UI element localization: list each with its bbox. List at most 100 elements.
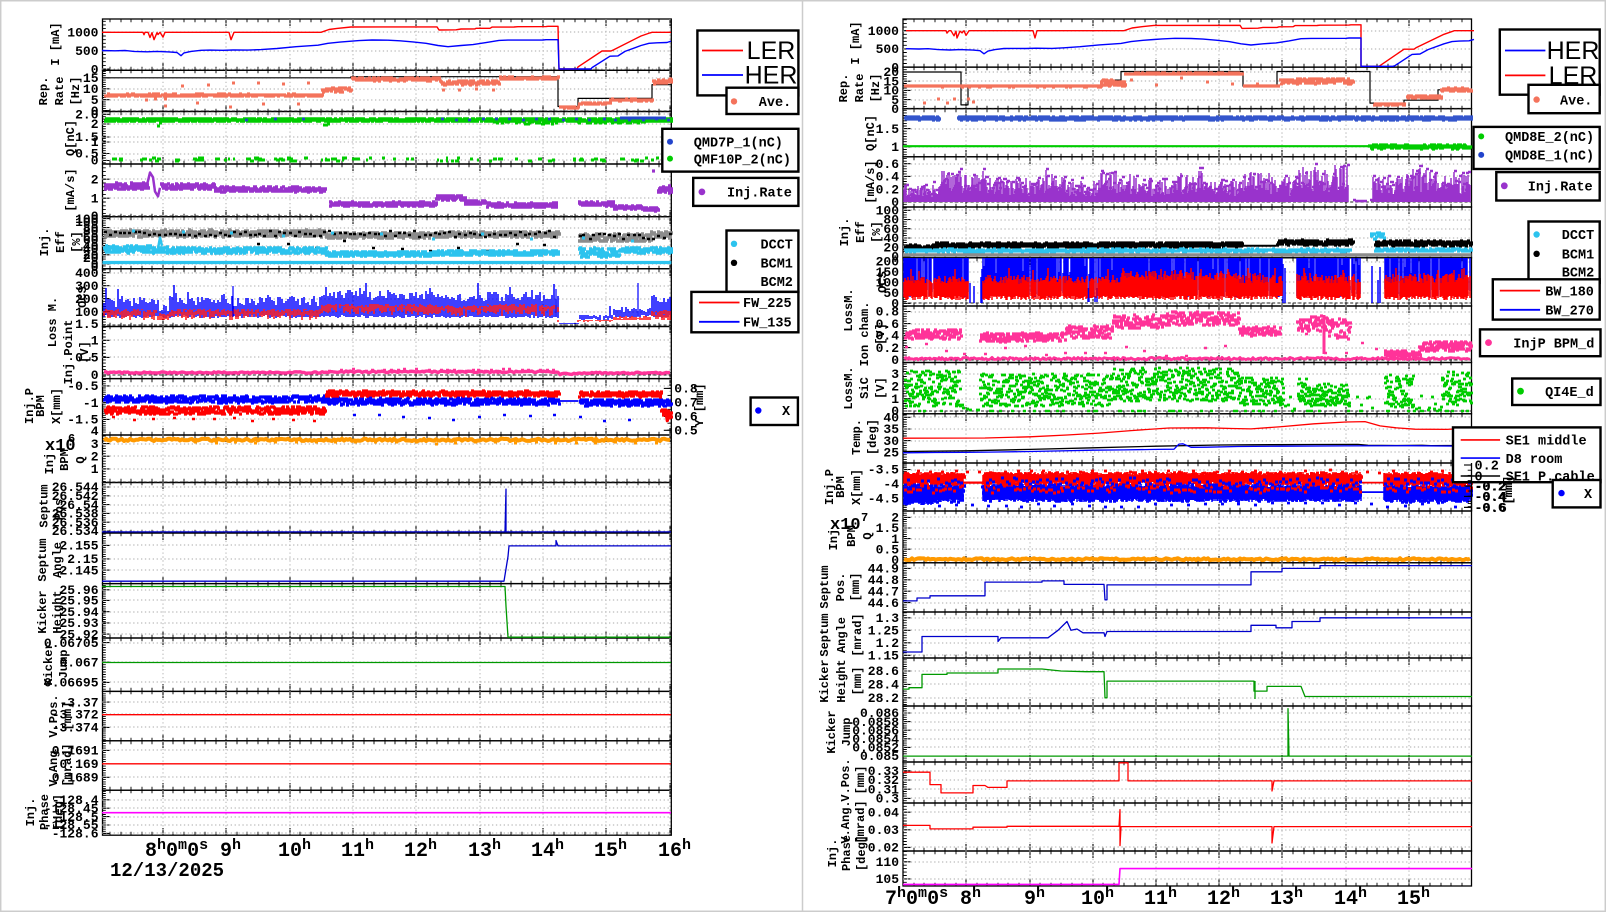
svg-text:1.5: 1.5 [876,521,900,536]
svg-text:0.8: 0.8 [674,382,698,397]
svg-text:1.2: 1.2 [876,636,900,651]
svg-text:BCM2: BCM2 [761,276,793,291]
svg-text:BPM: BPM [34,395,48,417]
svg-text:1.5: 1.5 [75,317,99,332]
svg-text:BPM: BPM [58,449,72,471]
svg-text:-3.374: -3.374 [52,721,99,736]
svg-text:0.5: 0.5 [75,147,99,162]
svg-text:-1.5: -1.5 [67,413,98,428]
svg-text:0.1689: 0.1689 [52,771,99,786]
svg-text:[Hz]: [Hz] [69,77,83,106]
svg-text:-128.55: -128.55 [44,818,99,833]
svg-text:26.538: 26.538 [52,507,99,522]
svg-text:Inj.Rate: Inj.Rate [1528,181,1593,196]
svg-text:7: 7 [861,511,868,525]
svg-text:Angle: Angle [835,617,849,653]
svg-text:28.2: 28.2 [868,691,899,706]
svg-text:-0.2: -0.2 [1475,481,1507,496]
svg-text:0.4: 0.4 [876,329,900,344]
svg-text:-4: -4 [883,477,899,492]
svg-text:8h0m0s: 8h0m0s [145,837,208,863]
svg-text:105: 105 [876,872,900,887]
svg-text:1.5: 1.5 [876,122,900,137]
svg-text:2.155: 2.155 [59,539,98,554]
svg-text:-128.4: -128.4 [52,793,99,808]
svg-text:25.96: 25.96 [59,583,98,598]
svg-text:Septum: Septum [36,538,50,581]
svg-text:0.0852: 0.0852 [852,741,899,756]
svg-text:HER: HER [1547,37,1600,65]
svg-text:0.6: 0.6 [876,317,900,332]
svg-text:0.4: 0.4 [876,170,900,185]
svg-text:1.15: 1.15 [868,649,899,664]
svg-text:44.9: 44.9 [868,562,899,577]
svg-text:I [mA]: I [mA] [49,22,63,65]
svg-text:15h: 15h [1397,885,1430,911]
svg-text:QMD7P_1(nC): QMD7P_1(nC) [694,137,783,152]
svg-text:Inj.: Inj. [826,839,840,868]
svg-text:x10: x10 [830,516,861,535]
svg-text:0.086: 0.086 [860,706,899,721]
svg-text:0.5: 0.5 [876,542,900,557]
svg-text:2: 2 [91,117,99,132]
svg-text:QMF10P_2(nC): QMF10P_2(nC) [694,153,791,168]
svg-text:Ave.: Ave. [759,96,791,111]
svg-text:30: 30 [883,434,899,449]
svg-text:Rate: Rate [53,77,67,106]
svg-text:0: 0 [91,62,99,77]
svg-text:0.067: 0.067 [59,655,98,670]
svg-text:Loss M.: Loss M. [46,297,60,347]
svg-text:0.7: 0.7 [674,396,697,411]
svg-text:1000: 1000 [67,26,98,41]
svg-text:X: X [782,405,791,420]
svg-text:2: 2 [91,449,99,464]
svg-text:60: 60 [83,230,99,245]
svg-text:0: 0 [891,250,899,265]
svg-text:1.5: 1.5 [75,130,99,145]
svg-text:-0.6: -0.6 [1475,502,1507,517]
svg-text:28.4: 28.4 [868,678,899,693]
svg-text:LER: LER [747,37,796,65]
svg-text:-0.6: -0.6 [1475,501,1506,516]
svg-text:Q[nC]: Q[nC] [864,115,878,151]
svg-text:[V]: [V] [874,377,888,399]
svg-text:0: 0 [91,209,99,224]
svg-text:Rep.: Rep. [837,74,851,103]
svg-text:1: 1 [91,462,99,477]
svg-text:10: 10 [83,82,99,97]
svg-text:SE1 middle: SE1 middle [1506,435,1587,450]
svg-text:V.Ang.: V.Ang. [47,743,61,786]
svg-text:100: 100 [876,276,900,291]
svg-text:0: 0 [891,553,899,568]
svg-text:Kicker: Kicker [818,659,832,702]
svg-text:BCM1: BCM1 [761,258,793,273]
svg-text:200: 200 [75,292,99,307]
svg-text:Jump: Jump [840,718,854,747]
svg-text:15: 15 [883,74,899,89]
svg-text:0: 0 [91,260,99,275]
svg-text:Eff: Eff [854,221,868,243]
svg-text:Kicker: Kicker [36,590,50,633]
svg-text:28.6: 28.6 [868,664,899,679]
svg-text:Jump: Jump [57,650,71,679]
svg-text:V.Ang.: V.Ang. [839,800,853,843]
svg-text:1.25: 1.25 [868,624,899,639]
svg-text:x10: x10 [45,437,76,456]
svg-text:0.169: 0.169 [59,757,98,772]
svg-text:4: 4 [91,424,99,439]
svg-text:26.534: 26.534 [52,524,99,539]
svg-text:[mm]: [mm] [854,766,868,795]
svg-text:100: 100 [876,204,900,219]
svg-text:Ave.: Ave. [1560,94,1592,109]
svg-text:44.6: 44.6 [868,596,899,611]
svg-text:Height: Height [51,590,65,633]
svg-text:26.542: 26.542 [52,489,99,504]
svg-text:0.31: 0.31 [868,782,899,797]
svg-text:0.2: 0.2 [876,182,900,197]
svg-text:100: 100 [75,212,99,227]
svg-text:20: 20 [883,65,899,80]
svg-text:-0.4: -0.4 [1475,490,1506,505]
svg-text:[mA/s]: [mA/s] [864,160,878,203]
svg-text:100: 100 [75,305,99,320]
svg-text:0.3: 0.3 [876,792,900,807]
